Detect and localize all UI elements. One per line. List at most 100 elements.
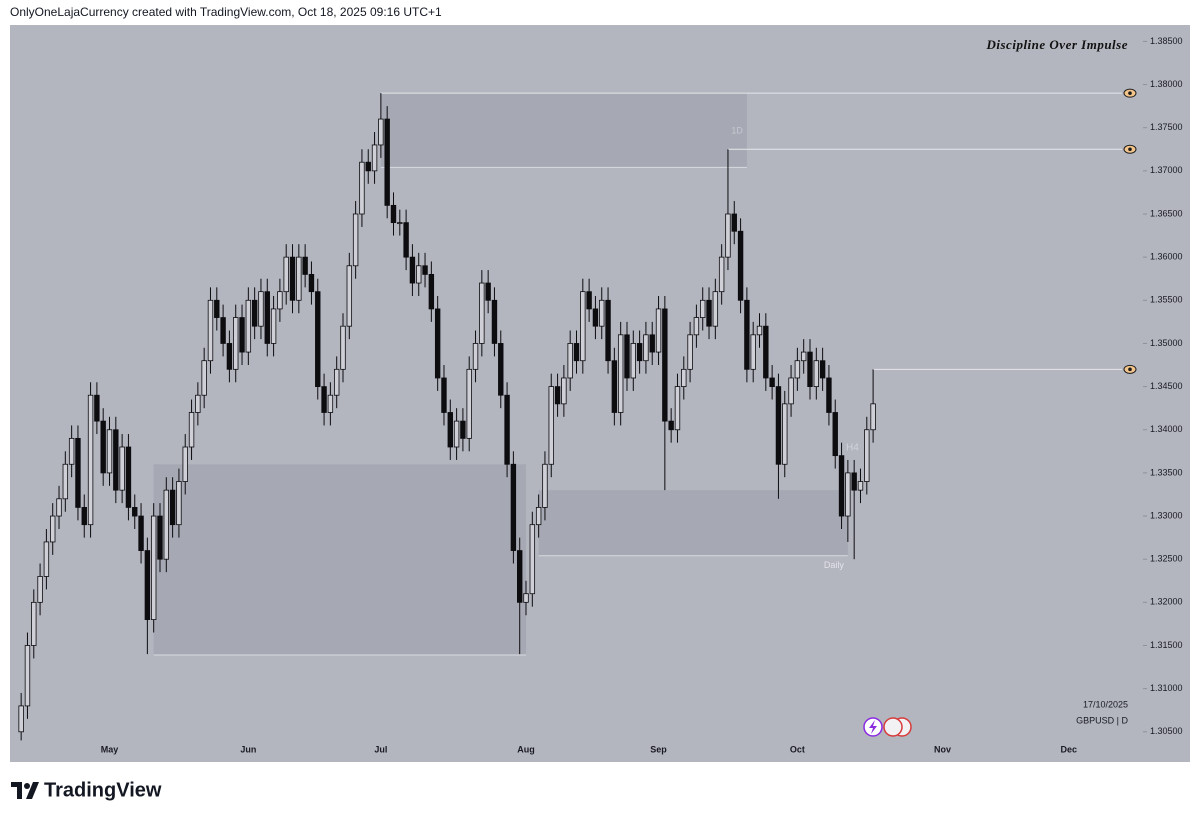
zone: [380, 93, 747, 168]
candle-body: [586, 291, 592, 310]
candle-body: [68, 437, 75, 465]
candle-body: [687, 334, 693, 370]
candle-body: [289, 256, 296, 301]
candle-body: [150, 515, 157, 621]
candle-body: [630, 343, 636, 379]
candle-body: [283, 256, 289, 293]
candle-body: [567, 343, 573, 379]
x-tick-label: Aug: [517, 744, 535, 754]
candle-body: [731, 213, 737, 232]
y-tick-label: 1.35000: [1150, 338, 1183, 348]
candle-body: [359, 161, 365, 215]
candle-body: [662, 308, 668, 422]
candle-body: [169, 489, 176, 526]
candle-body: [592, 308, 599, 327]
candle-body: [138, 515, 144, 551]
candle-body: [453, 420, 460, 448]
candle-body: [113, 429, 119, 491]
logo-mark: [11, 782, 39, 799]
candle-body: [220, 317, 226, 344]
candle-body: [270, 308, 277, 344]
candle-body: [157, 515, 163, 560]
candle-body: [636, 343, 643, 362]
flag-icon: [883, 717, 903, 737]
candle-body: [94, 394, 100, 422]
candle-body: [712, 291, 719, 327]
candle-body: [870, 403, 876, 431]
candle-body: [744, 299, 750, 370]
logo: TradingView: [11, 779, 162, 801]
candle-body: [428, 274, 435, 310]
candle-body: [624, 334, 630, 379]
candle-body: [857, 481, 864, 491]
logo-text: TradingView: [44, 779, 162, 801]
candle-body: [422, 265, 428, 275]
axes: 1.30500 1.31000 1.31500 1.32000 1.32500 1.330…: [101, 36, 1183, 755]
date-label: 17/10/2025: [1083, 699, 1128, 709]
candle-body: [498, 343, 504, 396]
candle-body: [479, 282, 485, 344]
candle-body: [119, 446, 125, 491]
candle-body: [365, 161, 371, 172]
candle-body: [718, 256, 725, 293]
candle-body: [491, 299, 498, 344]
candle-body: [239, 317, 245, 353]
candle-body: [264, 291, 270, 344]
lightning-glyph: [869, 720, 877, 734]
candle-body: [403, 222, 409, 258]
candle-body: [819, 360, 826, 379]
symbol-label: GBPUSD | D: [1076, 715, 1128, 725]
y-tick-label: 1.31500: [1150, 640, 1183, 650]
candle-body: [851, 472, 857, 491]
candle-body: [352, 213, 359, 267]
candle-body: [838, 455, 845, 517]
candle-body: [864, 429, 870, 482]
x-tick-label: Oct: [790, 744, 805, 754]
candle-body: [542, 463, 548, 508]
candle-body: [75, 437, 81, 508]
candle-body: [529, 524, 536, 595]
y-tick-label: 1.32000: [1150, 597, 1183, 607]
candle-body: [523, 593, 529, 603]
candle-body: [81, 507, 87, 526]
candle-body: [611, 360, 618, 413]
y-tick-label: 1.38000: [1150, 79, 1183, 89]
candle-body: [466, 368, 472, 439]
candle-body: [24, 645, 31, 707]
candle-body: [296, 256, 302, 301]
candle-body: [510, 463, 517, 551]
candle-body: [434, 308, 441, 379]
candle-body: [794, 360, 801, 379]
candle-body: [725, 213, 731, 258]
y-tick-label: 1.34500: [1150, 381, 1183, 391]
candle-body: [460, 420, 466, 439]
candle-body: [226, 343, 233, 370]
candle-body: [302, 256, 308, 275]
levels: [380, 88, 1137, 374]
zone: [538, 490, 848, 556]
candle-body: [573, 343, 580, 362]
candle-body: [333, 368, 340, 396]
candle-body: [769, 377, 775, 387]
candle-body: [504, 394, 510, 465]
attribution: OnlyOneLajaCurrency created with Trading…: [10, 5, 442, 19]
candle-body: [37, 576, 43, 603]
logo-dot: [24, 783, 30, 789]
candle-body: [643, 334, 649, 362]
candle-body: [548, 386, 554, 465]
y-tick-label: 1.36000: [1150, 252, 1183, 262]
candle-body: [472, 343, 479, 370]
candle-body: [56, 498, 62, 517]
y-tick-label: 1.36500: [1150, 208, 1183, 218]
candle-body: [277, 291, 283, 310]
y-tick-label: 1.34000: [1150, 424, 1183, 434]
candle-body: [782, 403, 788, 465]
candle-body: [397, 222, 403, 225]
candles: [18, 93, 876, 741]
candle-body: [775, 386, 782, 465]
y-tick-label: 1.31000: [1150, 683, 1183, 693]
candle-body: [693, 317, 700, 336]
candle-body: [535, 507, 542, 526]
